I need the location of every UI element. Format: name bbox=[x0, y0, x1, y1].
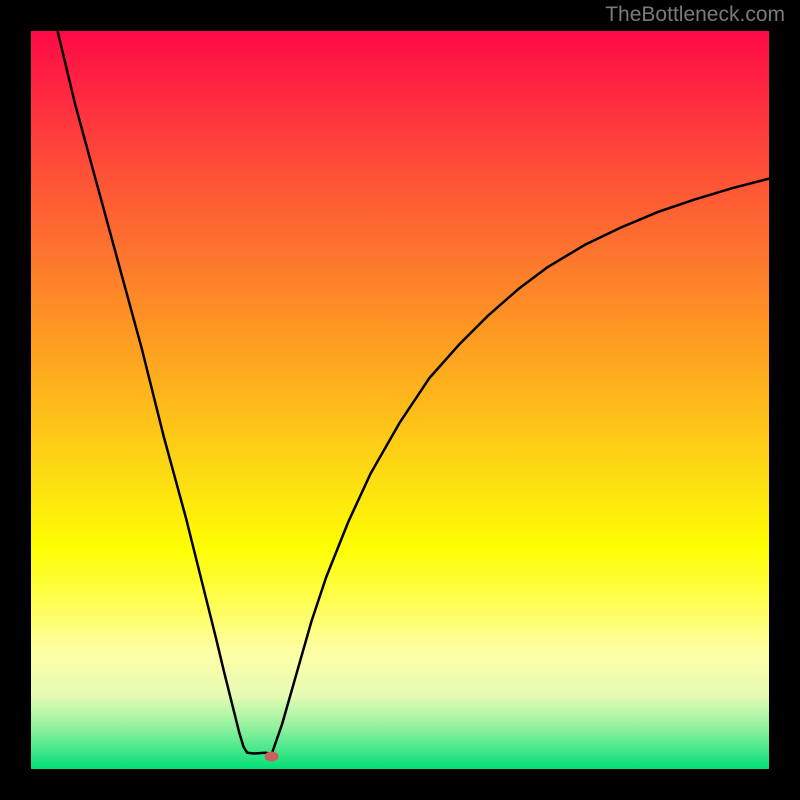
min-marker bbox=[265, 751, 279, 761]
chart-svg bbox=[0, 0, 800, 800]
gradient-background bbox=[31, 31, 769, 769]
border-left bbox=[0, 0, 31, 800]
watermark-text: TheBottleneck.com bbox=[605, 3, 785, 27]
chart-container: TheBottleneck.com bbox=[0, 0, 800, 800]
border-bottom bbox=[0, 769, 800, 800]
border-right bbox=[769, 0, 800, 800]
